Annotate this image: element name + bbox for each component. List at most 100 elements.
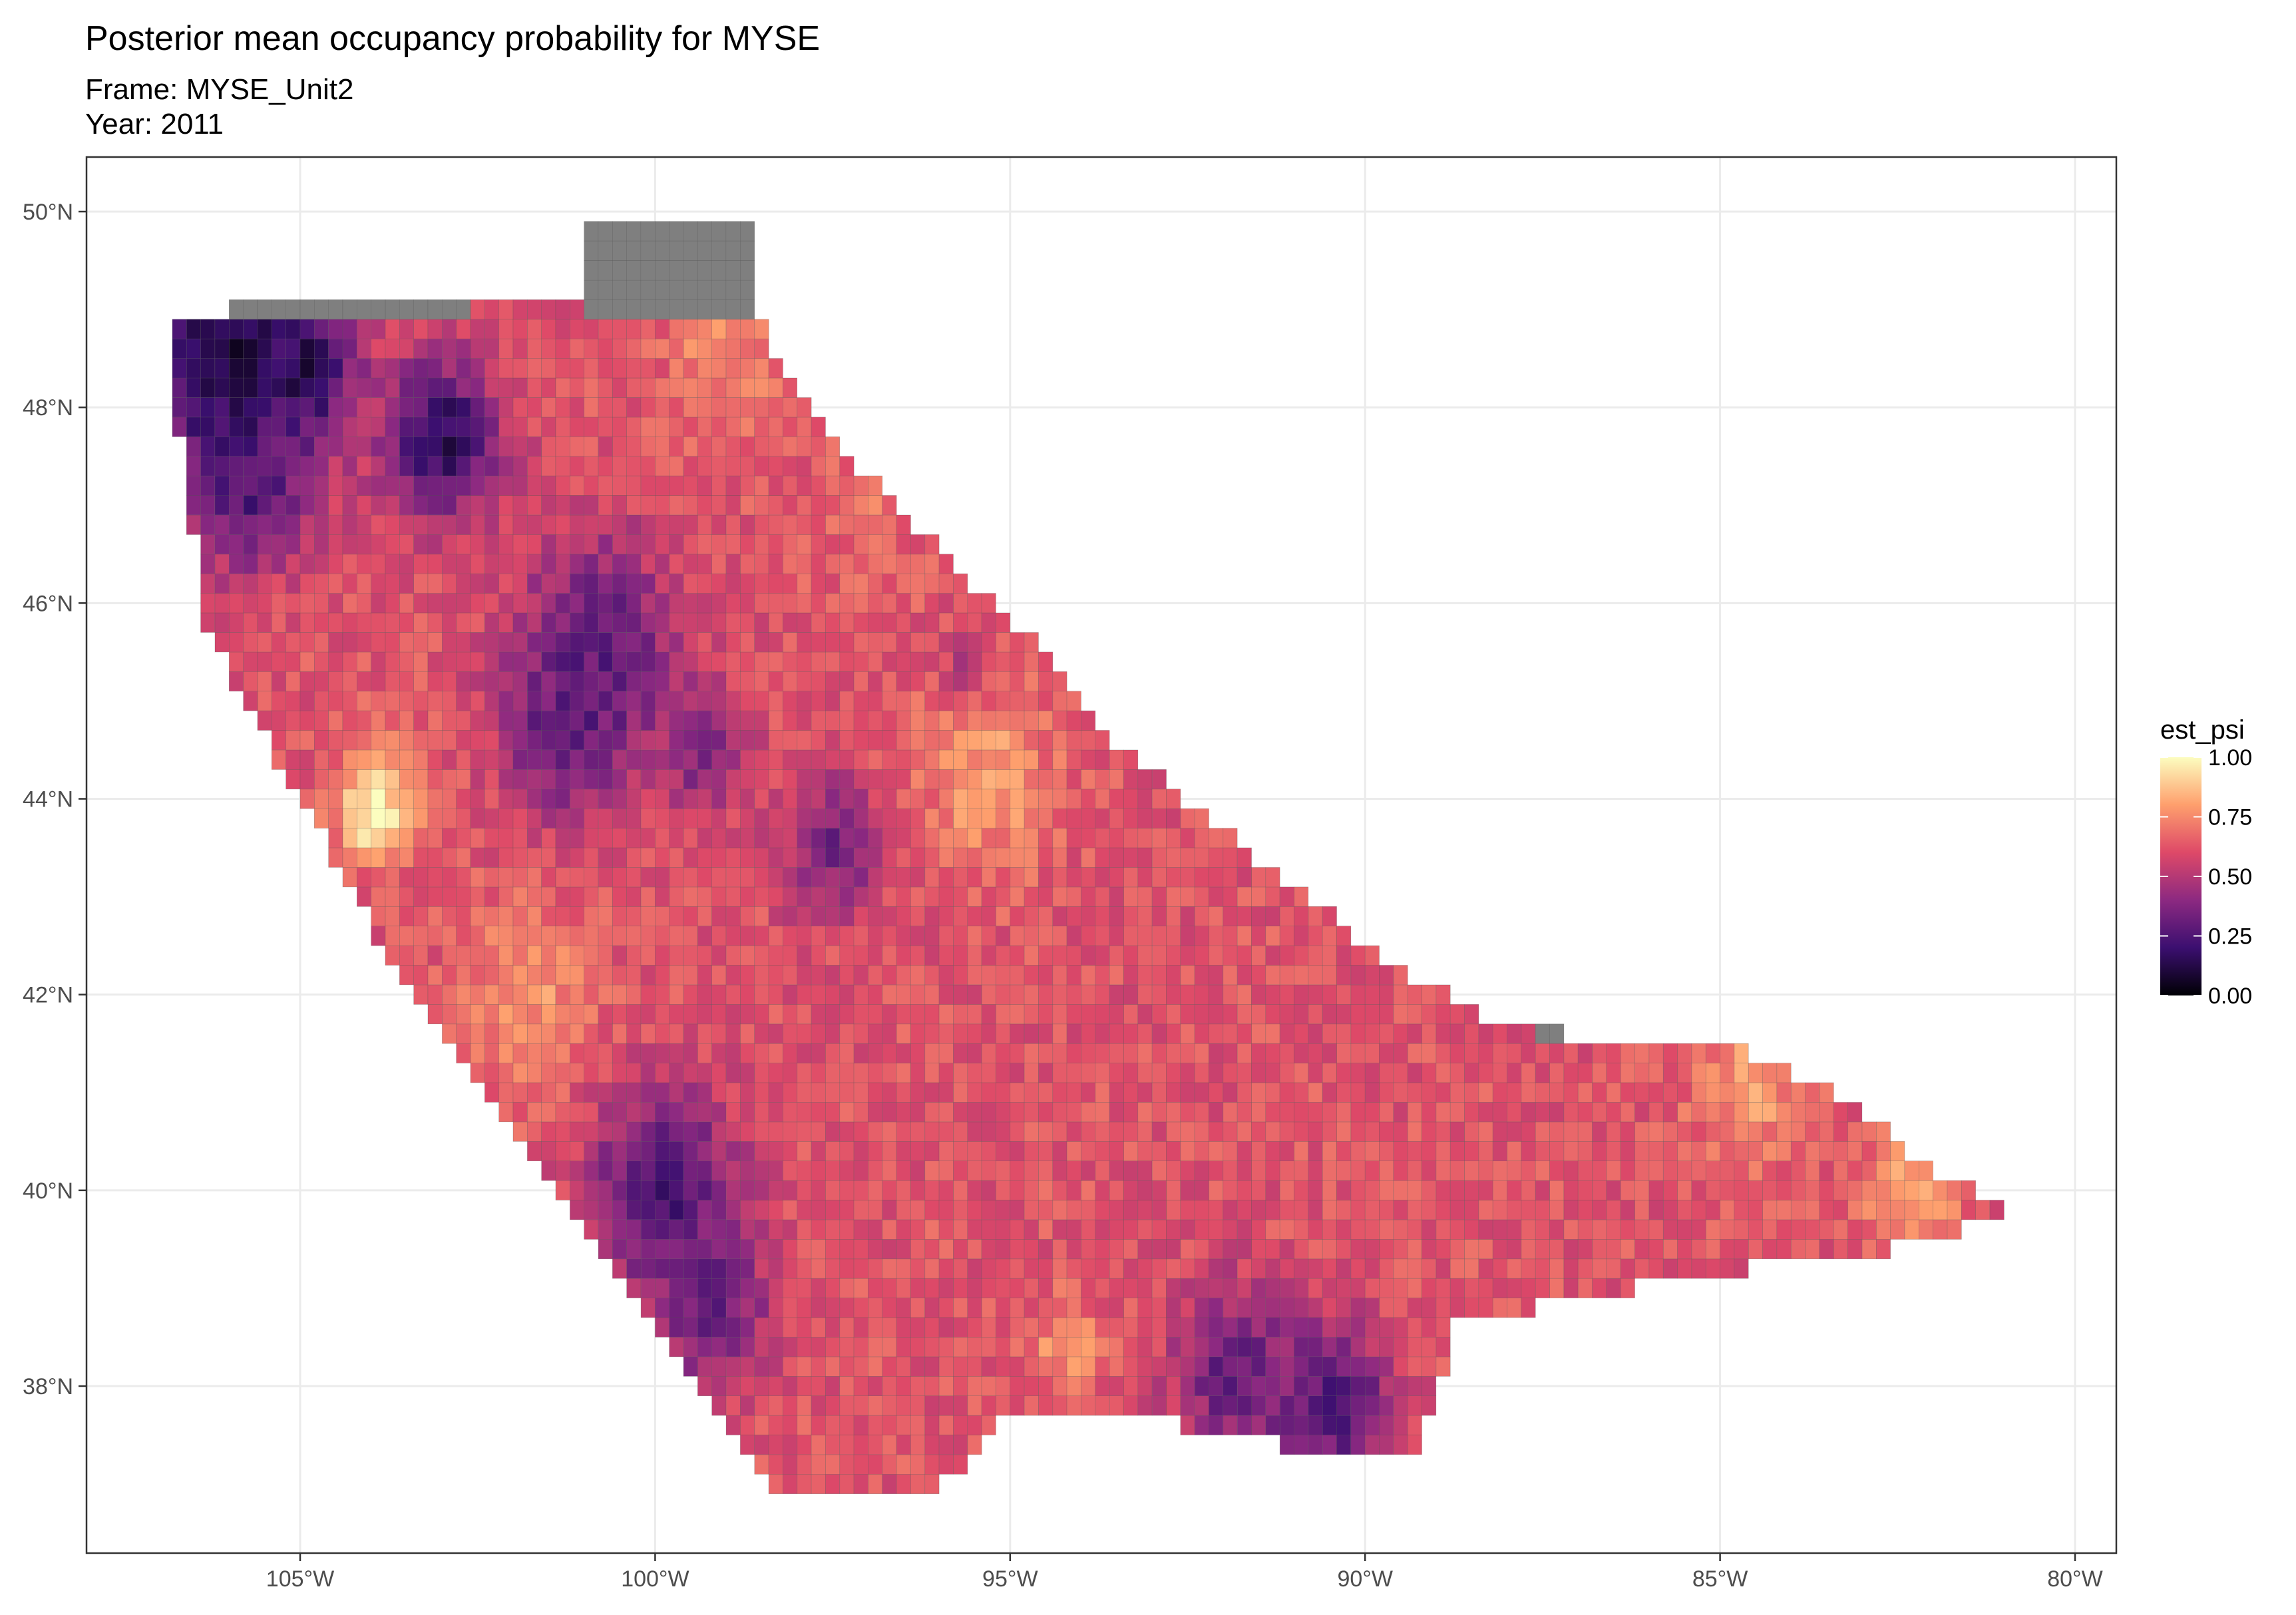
occupancy-cell — [484, 769, 500, 790]
occupancy-cell — [1095, 730, 1110, 751]
occupancy-cell — [740, 495, 755, 516]
occupancy-cell — [1279, 1356, 1294, 1377]
occupancy-cell — [356, 867, 371, 888]
occupancy-cell — [328, 338, 343, 359]
occupancy-cell — [896, 1219, 911, 1240]
occupancy-cell — [612, 828, 628, 848]
occupancy-cell — [924, 749, 940, 770]
occupancy-cell — [385, 338, 400, 359]
occupancy-cell — [527, 789, 542, 809]
occupancy-cell — [938, 926, 954, 946]
occupancy-cell — [1251, 1298, 1266, 1318]
occupancy-cell — [996, 1376, 1011, 1397]
occupancy-cell — [1720, 1043, 1735, 1063]
occupancy-cell — [1521, 1102, 1536, 1123]
occupancy-cell — [1052, 1337, 1067, 1357]
occupancy-cell — [768, 789, 783, 809]
occupancy-cell — [910, 847, 926, 868]
occupancy-cell — [910, 1121, 926, 1142]
occupancy-cell — [1010, 1180, 1025, 1200]
occupancy-cell — [498, 436, 514, 456]
occupancy-cell — [385, 945, 400, 966]
occupancy-cell — [882, 789, 897, 809]
occupancy-cell — [811, 945, 826, 966]
occupancy-cell — [825, 828, 841, 848]
occupancy-cell — [626, 1082, 642, 1103]
occupancy-cell — [413, 554, 429, 574]
missing-cell — [697, 279, 713, 300]
occupancy-cell — [725, 1356, 741, 1377]
occupancy-cell — [1038, 1180, 1053, 1200]
occupancy-cell — [1223, 965, 1238, 986]
occupancy-cell — [839, 514, 855, 535]
occupancy-cell — [640, 828, 656, 848]
occupancy-cell — [669, 945, 684, 966]
occupancy-cell — [768, 691, 783, 711]
occupancy-cell — [1081, 1063, 1096, 1083]
occupancy-cell — [669, 1180, 684, 1200]
occupancy-cell — [512, 1043, 528, 1063]
occupancy-cell — [1464, 1121, 1479, 1142]
occupancy-cell — [271, 475, 286, 496]
occupancy-cell — [1137, 867, 1153, 888]
occupancy-cell — [555, 730, 570, 751]
occupancy-cell — [1123, 1141, 1139, 1162]
occupancy-cell — [413, 397, 429, 418]
occupancy-cell — [214, 554, 230, 574]
occupancy-cell — [413, 945, 429, 966]
occupancy-cell — [484, 886, 500, 907]
occupancy-cell — [570, 1161, 585, 1181]
occupancy-cell — [541, 1063, 556, 1083]
occupancy-cell — [640, 945, 656, 966]
occupancy-cell — [1194, 1376, 1209, 1397]
occupancy-cell — [725, 1004, 741, 1025]
occupancy-cell — [456, 1023, 471, 1044]
occupancy-cell — [1166, 1239, 1181, 1260]
missing-cell — [584, 221, 599, 242]
occupancy-cell — [839, 1415, 855, 1435]
occupancy-cell — [783, 612, 798, 633]
occupancy-cell — [1038, 984, 1053, 1005]
occupancy-cell — [399, 475, 415, 496]
occupancy-cell — [1137, 847, 1153, 868]
occupancy-cell — [1194, 1063, 1209, 1083]
occupancy-cell — [570, 1023, 585, 1044]
occupancy-cell — [1648, 1102, 1664, 1123]
occupancy-cell — [1123, 789, 1139, 809]
occupancy-cell — [783, 906, 798, 927]
occupancy-cell — [811, 1258, 826, 1279]
occupancy-cell — [640, 847, 656, 868]
occupancy-cell — [612, 495, 628, 516]
occupancy-cell — [1166, 1082, 1181, 1103]
occupancy-cell — [811, 554, 826, 574]
occupancy-cell — [981, 789, 996, 809]
occupancy-cell — [1081, 965, 1096, 986]
occupancy-cell — [1364, 1180, 1380, 1200]
occupancy-cell — [1620, 1102, 1635, 1123]
occupancy-cell — [456, 495, 471, 516]
occupancy-cell — [612, 1219, 628, 1240]
occupancy-cell — [1081, 867, 1096, 888]
occupancy-cell — [1180, 886, 1195, 907]
occupancy-cell — [1038, 1200, 1053, 1220]
occupancy-cell — [683, 1102, 698, 1123]
occupancy-cell — [1577, 1082, 1593, 1103]
occupancy-cell — [783, 984, 798, 1005]
occupancy-cell — [1180, 1161, 1195, 1181]
occupancy-cell — [1109, 828, 1124, 848]
occupancy-cell — [1209, 1395, 1224, 1416]
occupancy-cell — [1151, 808, 1167, 828]
occupancy-cell — [754, 1043, 769, 1063]
occupancy-cell — [442, 828, 457, 848]
occupancy-cell — [1449, 1161, 1465, 1181]
occupancy-cell — [725, 417, 741, 437]
occupancy-cell — [612, 1023, 628, 1044]
occupancy-cell — [669, 319, 684, 339]
occupancy-cell — [1435, 1180, 1451, 1200]
occupancy-cell — [427, 867, 443, 888]
occupancy-cell — [1237, 1141, 1252, 1162]
occupancy-cell — [754, 1121, 769, 1142]
occupancy-cell — [1066, 1219, 1081, 1240]
occupancy-cell — [1251, 1121, 1266, 1142]
occupancy-cell — [1422, 1258, 1437, 1279]
